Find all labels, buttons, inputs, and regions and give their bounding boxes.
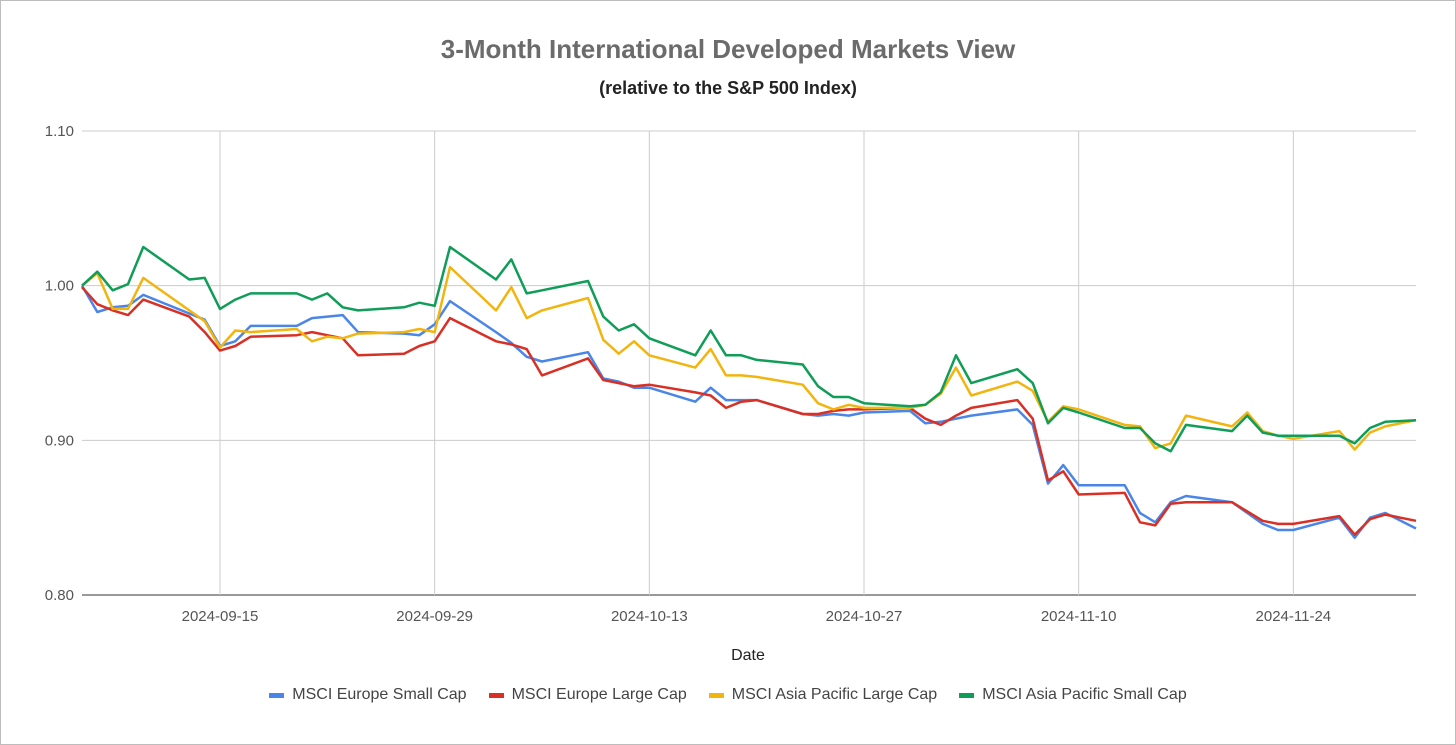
- series-line-msci-europe-small-cap: [80, 285, 1417, 540]
- x-tick-label: 2024-11-10: [1041, 608, 1117, 625]
- x-tick-label: 2024-09-15: [182, 608, 259, 625]
- x-tick-label: 2024-10-27: [826, 608, 903, 625]
- legend-item: MSCI Asia Pacific Large Cap: [708, 686, 938, 704]
- legend: MSCI Europe Small Cap MSCI Europe Large C…: [0, 686, 1456, 704]
- legend-item: MSCI Asia Pacific Small Cap: [959, 686, 1187, 704]
- tick-labels: 0.80 0.90 1.00 1.10 2024-09-15 2024-09-29 2024…: [45, 123, 1331, 625]
- chart-subtitle: (relative to the S&P 500 Index): [599, 78, 857, 98]
- series-lines: [80, 245, 1417, 540]
- x-tick-label: 2024-11-24: [1256, 608, 1332, 625]
- legend-label: MSCI Europe Small Cap: [292, 686, 467, 703]
- series-line-msci-europe-large-cap: [81, 286, 1417, 536]
- x-axis-title: Date: [731, 647, 765, 664]
- series-line-msci-asia-pacific-small-cap: [81, 245, 1417, 453]
- x-tick-label: 2024-10-13: [611, 608, 688, 625]
- x-tick-label: 2024-09-29: [396, 608, 473, 625]
- legend-swatch: [488, 692, 504, 698]
- legend-swatch: [269, 692, 285, 698]
- series-line-msci-asia-pacific-large-cap: [81, 265, 1417, 451]
- legend-label: MSCI Asia Pacific Small Cap: [982, 686, 1187, 703]
- gridlines: [82, 130, 1416, 596]
- legend-item: MSCI Europe Large Cap: [488, 686, 687, 704]
- chart-title: 3-Month International Developed Markets …: [440, 34, 1016, 64]
- y-tick-label: 0.90: [45, 432, 74, 449]
- legend-label: MSCI Europe Large Cap: [511, 686, 687, 703]
- y-tick-label: 1.00: [45, 278, 74, 295]
- y-tick-label: 1.10: [45, 123, 74, 140]
- legend-label: MSCI Asia Pacific Large Cap: [731, 686, 938, 703]
- legend-item: MSCI Europe Small Cap: [269, 686, 467, 704]
- y-tick-label: 0.80: [45, 587, 74, 604]
- legend-swatch: [708, 692, 724, 698]
- legend-swatch: [959, 692, 975, 698]
